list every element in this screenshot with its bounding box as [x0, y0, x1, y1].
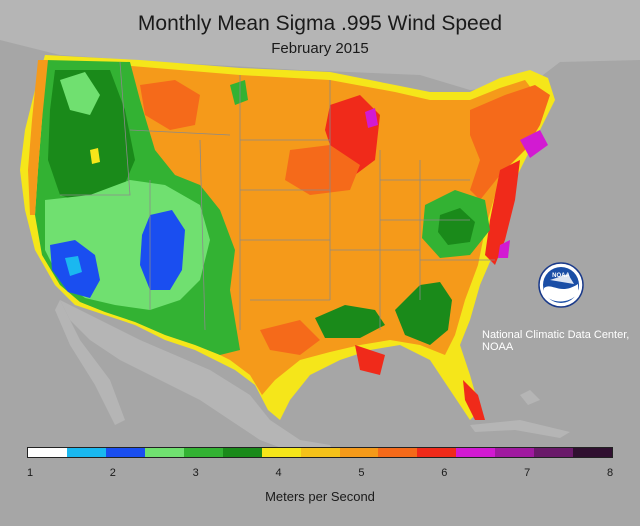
legend-swatch [66, 448, 106, 457]
legend-tick-label: 6 [441, 467, 448, 479]
legend-swatch [417, 448, 457, 457]
credit-text: National Climatic Data Center, NOAA [482, 329, 630, 353]
legend-swatch [183, 448, 223, 457]
region-cyan-ca [65, 256, 82, 276]
legend-swatch [573, 448, 613, 457]
noaa-logo-text: NOAA [552, 273, 570, 279]
region-red-coast [485, 160, 520, 265]
region-red-midwest [285, 145, 360, 195]
region-coast-pacific [28, 60, 48, 215]
canada-land [0, 0, 640, 90]
region-red-florida [463, 380, 485, 420]
region-green-south [395, 282, 452, 345]
region-red-northplains [140, 80, 200, 130]
legend-tick-label: 8 [606, 467, 614, 479]
legend-swatch [300, 448, 340, 457]
mexico-land [60, 300, 335, 455]
region-lightgreen-nw [60, 72, 100, 115]
baja-land [55, 300, 125, 425]
state-borders [60, 61, 495, 331]
legend-swatch [261, 448, 301, 457]
legend-swatch [495, 448, 535, 457]
region-magenta-ne [520, 130, 548, 158]
legend-tick-label: 1 [26, 467, 34, 479]
legend-swatch [456, 448, 496, 457]
legend-tick-label: 7 [524, 467, 531, 479]
map-subtitle: February 2015 [271, 40, 369, 57]
region-yellow-idaho [90, 148, 100, 164]
region-red-gulf [355, 345, 385, 375]
region-red-texas [260, 320, 320, 355]
region-red-northeast [470, 85, 550, 200]
region-green-sd [230, 80, 248, 105]
noaa-logo: NOAA [538, 262, 584, 308]
legend-tick-label: 5 [358, 467, 365, 479]
map-title: Monthly Mean Sigma .995 Wind Speed [137, 12, 503, 35]
legend-tick-label: 3 [192, 467, 199, 479]
legend-units-label: Meters per Second [265, 489, 375, 504]
legend-tick-label: 4 [275, 467, 282, 479]
region-magenta-nc [498, 240, 510, 258]
legend-swatch [378, 448, 418, 457]
legend-swatch [28, 448, 67, 457]
legend-swatch [222, 448, 262, 457]
bahamas-land [520, 390, 540, 405]
region-darkgreen-appalachia [438, 208, 475, 245]
color-legend [27, 447, 613, 458]
legend-tick-label: 2 [109, 467, 116, 479]
region-blue-ut [140, 210, 185, 290]
legend-swatch [534, 448, 574, 457]
legend-swatch [339, 448, 379, 457]
region-magenta-mi [365, 108, 378, 128]
legend-swatch [144, 448, 184, 457]
legend-swatch [105, 448, 145, 457]
region-green-mississippi [315, 305, 385, 338]
cuba-land [470, 420, 570, 438]
